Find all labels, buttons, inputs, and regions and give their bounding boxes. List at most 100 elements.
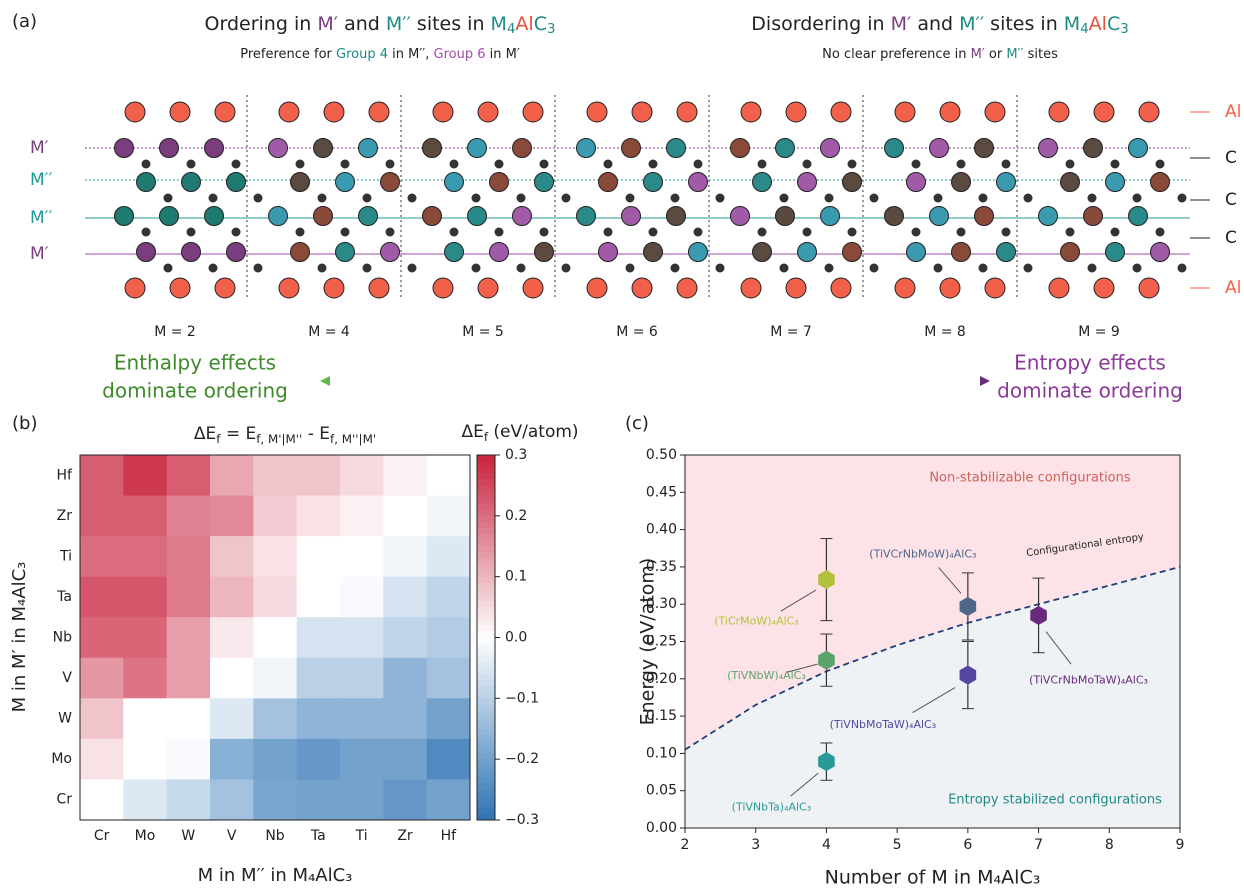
heatmap-cell	[426, 495, 471, 537]
point-label: (TiVNbW)₄AlC₃	[727, 669, 806, 682]
colorbar-step	[477, 674, 495, 681]
colorbar-step	[477, 777, 495, 784]
c-atom	[449, 159, 459, 169]
m-atom	[730, 138, 750, 158]
structure-label: M = 2	[154, 324, 196, 340]
entropy-text: Entropy effects	[1014, 351, 1166, 375]
heatmap-cell	[80, 576, 124, 618]
entropy-curve	[684, 566, 1181, 751]
m-atom	[313, 206, 333, 226]
colorbar-step	[477, 765, 495, 772]
colorbar-step	[477, 521, 495, 529]
y-tick-label: Ta	[56, 589, 72, 605]
m-atom	[752, 172, 772, 192]
colorbar-title: ΔEf (eV/atom)	[461, 422, 578, 444]
c-atom	[407, 263, 417, 273]
al-atom	[984, 277, 1006, 299]
colorbar-step	[477, 771, 495, 778]
heatmap-cell	[80, 698, 124, 740]
heatmap-cell	[210, 455, 254, 497]
c-atom	[1023, 263, 1033, 273]
al-atom	[278, 277, 300, 299]
m-atom	[688, 172, 708, 192]
heatmap-cell	[426, 576, 471, 618]
colorbar-step	[477, 795, 495, 803]
m-atom	[576, 206, 596, 226]
c-atom	[1023, 193, 1033, 203]
y-tick-label: 0.50	[646, 447, 677, 463]
m-atom	[1105, 242, 1125, 262]
heatmap-cell	[426, 617, 471, 659]
al-atom	[1093, 101, 1115, 123]
colorbar-step	[477, 740, 495, 748]
colorbar-tick-label: −0.2	[505, 751, 539, 767]
m-atom	[136, 172, 156, 192]
y-tick-label: 0.30	[646, 596, 677, 612]
m-atom	[1083, 206, 1103, 226]
c-atom	[1001, 159, 1011, 169]
heatmap-cell	[383, 779, 428, 821]
m-atom	[996, 172, 1016, 192]
c-atom	[340, 227, 350, 237]
c-atom	[561, 263, 571, 273]
al-atom	[278, 101, 300, 123]
colorbar-step	[477, 552, 495, 559]
x-tick-label: Ta	[310, 828, 326, 844]
m-atom	[290, 172, 310, 192]
m-atom	[1060, 172, 1080, 192]
c-atom	[494, 159, 504, 169]
al-atom	[214, 101, 236, 123]
heatmap-cell	[166, 495, 211, 537]
m-atom	[1105, 172, 1125, 192]
c-atom	[141, 159, 151, 169]
heatmap-cell	[123, 617, 168, 659]
x-axis-label: M in M′′ in M₄AlC₃	[198, 865, 353, 886]
annotation: Entropy stabilized configurations	[948, 793, 1162, 808]
m-atom	[422, 206, 442, 226]
m-atom	[1060, 242, 1080, 262]
heatmap-cell	[210, 617, 254, 659]
colorbar-step	[477, 540, 495, 547]
m-atom	[489, 172, 509, 192]
x-tick-label: 9	[1176, 837, 1185, 853]
colorbar-step	[477, 607, 495, 614]
heatmap-cell	[383, 657, 428, 699]
y-tick-label: 0.35	[646, 559, 677, 575]
heatmap-cell	[253, 455, 298, 497]
al-atom	[522, 277, 544, 299]
c-atom	[516, 263, 526, 273]
c-atom	[471, 263, 481, 273]
heatmap-cell	[383, 617, 428, 659]
al-atom	[1048, 101, 1070, 123]
y-tick-label: V	[62, 670, 72, 686]
c-atom	[253, 263, 263, 273]
m-atom	[1150, 242, 1170, 262]
point-label: (TiCrMoW)₄AlC₃	[714, 615, 798, 628]
heatmap-cell	[296, 455, 341, 497]
heatmap-cell	[166, 455, 211, 497]
m-atom	[951, 172, 971, 192]
al-atom	[984, 101, 1006, 123]
c-atom	[208, 193, 218, 203]
colorbar-step	[477, 637, 495, 645]
c-atom	[141, 227, 151, 237]
heatmap-cell	[80, 738, 124, 780]
heatmap-cell	[210, 536, 254, 578]
leader-line	[780, 589, 817, 612]
heatmap-cell	[210, 657, 254, 699]
colorbar-step	[477, 625, 495, 632]
colorbar-step	[477, 716, 495, 724]
arrow-head	[320, 376, 330, 386]
x-tick-label: 7	[1034, 837, 1043, 853]
m-atom	[422, 138, 442, 158]
colorbar-step	[477, 491, 495, 499]
colorbar-step	[477, 528, 495, 535]
y-tick-label: Cr	[56, 792, 72, 808]
c-atom	[1110, 159, 1120, 169]
c-atom	[847, 159, 857, 169]
heatmap-cell	[383, 698, 428, 740]
panel-label: (b)	[12, 413, 37, 434]
m-atom	[114, 206, 134, 226]
c-atom	[911, 227, 921, 237]
colorbar-step	[477, 515, 495, 523]
